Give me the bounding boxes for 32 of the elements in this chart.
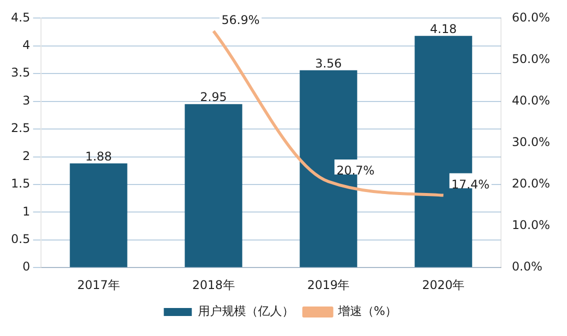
y2-tick-label: 60.0%: [512, 10, 550, 24]
data-label: 17.4%: [451, 177, 490, 192]
y2-tick-label: 50.0%: [512, 52, 550, 66]
y-tick-label: 0: [22, 260, 30, 274]
y2-tick-label: 30.0%: [512, 135, 550, 150]
y-tick-label: 0.5: [10, 232, 30, 246]
x-tick-label: 2020年: [422, 278, 465, 292]
x-tick-label: 2019年: [307, 278, 350, 292]
y-tick-label: 1.5: [10, 176, 30, 191]
y2-tick-label: 20.0%: [512, 176, 550, 191]
legend-label: 用户规模（亿人）: [198, 304, 294, 318]
y-tick-label: 3.5: [10, 66, 30, 80]
y-tick-label: 2.5: [10, 121, 30, 136]
y-tick-label: 1: [22, 204, 30, 218]
y-tick-label: 2: [22, 148, 30, 163]
bar: [184, 104, 242, 268]
y2-tick-label: 0.0%: [512, 260, 542, 274]
y-tick-label: 4: [22, 38, 30, 52]
y2-tick-label: 40.0%: [512, 93, 550, 108]
data-label: 2.95: [200, 90, 227, 104]
data-label: 20.7%: [336, 164, 375, 178]
x-tick-label: 2018年: [192, 278, 235, 292]
legend-label: 增速（%）: [336, 304, 398, 318]
x-tick-label: 2017年: [77, 278, 120, 292]
data-label: 3.56: [315, 56, 342, 70]
data-label: 4.18: [430, 22, 457, 36]
y2-tick-label: 10.0%: [512, 218, 550, 232]
bar: [70, 163, 128, 268]
y-tick-label: 4.5: [10, 10, 30, 24]
data-label: 1.88: [85, 150, 112, 164]
data-label: 56.9%: [222, 13, 260, 28]
y-tick-label: 3: [22, 93, 30, 108]
